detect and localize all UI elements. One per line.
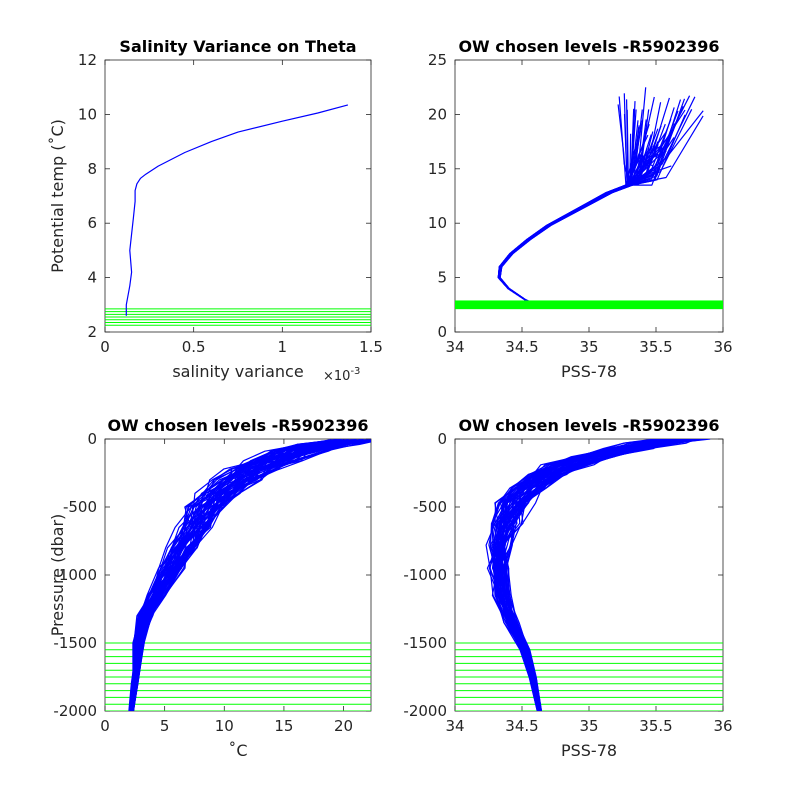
y-tick-label: 8 <box>87 160 97 178</box>
x-tick-label: 34.5 <box>505 338 538 356</box>
salinity-profile <box>489 439 670 711</box>
plot-area <box>105 104 371 326</box>
y-tick-label: 12 <box>78 51 97 69</box>
chart-title: Salinity Variance on Theta <box>119 37 356 56</box>
x-tick-label: 35.5 <box>639 338 672 356</box>
x-tick-label: 34 <box>445 717 464 735</box>
x-tick-label: 15 <box>274 717 293 735</box>
y-tick-label: 0 <box>437 430 447 448</box>
chart-sal-var: 0 0.5 1 1.5 2 4 6 8 10 12 Salinity Variance on The… <box>48 37 383 384</box>
chart-sal-pres: 34 34.5 35 35.5 36 -2000 -1500 -1000 -500 0 OW cho… <box>403 416 732 760</box>
plot-area <box>455 439 723 711</box>
temperature-profile <box>131 439 370 711</box>
x-axis-label: PSS-78 <box>561 362 617 381</box>
y-axis-label: Pressure (dbar) <box>48 514 67 637</box>
x-exponent-label: ×10-3 <box>323 366 360 384</box>
y-tick-label: -500 <box>413 498 447 516</box>
temperature-profile <box>129 439 337 711</box>
y-tick-label: 15 <box>428 160 447 178</box>
y-tick-label: 10 <box>78 105 97 123</box>
salinity-profile <box>496 439 672 711</box>
y-tick-label: 25 <box>428 51 447 69</box>
x-exponent-power: -3 <box>350 366 360 377</box>
salinity-profile <box>494 439 675 711</box>
x-tick-label: 20 <box>334 717 353 735</box>
y-tick-label: -1000 <box>403 566 447 584</box>
y-tick-label: 4 <box>87 269 97 287</box>
x-axis-label: salinity variance <box>172 362 303 381</box>
y-tick-label: 5 <box>437 269 447 287</box>
x-tick-label: 35.5 <box>639 717 672 735</box>
chart-title: OW chosen levels -R5902396 <box>107 416 368 435</box>
y-tick-label: 6 <box>87 214 97 232</box>
x-tick-label: 34 <box>445 338 464 356</box>
y-tick-label: -500 <box>63 498 97 516</box>
temperature-profile <box>132 440 371 711</box>
theta-salinity-profile <box>498 133 632 309</box>
x-tick-label: 36 <box>713 338 732 356</box>
x-tick-label: 10 <box>215 717 234 735</box>
y-tick-label: -1500 <box>403 634 447 652</box>
x-tick-label: 34.5 <box>505 717 538 735</box>
x-exponent-base: ×10 <box>323 369 350 384</box>
x-tick-label: 36 <box>713 717 732 735</box>
x-tick-label: 35 <box>579 717 598 735</box>
chart-temp-pres: 0 5 10 15 20 -2000 -1500 -1000 -500 0 OW chosen le… <box>48 416 372 760</box>
x-tick-label: 35 <box>579 338 598 356</box>
x-tick-label: 1 <box>278 338 288 356</box>
salinity-profile <box>493 439 688 711</box>
plot-area <box>455 87 723 310</box>
chart-title: OW chosen levels -R5902396 <box>458 37 719 56</box>
temperature-profile <box>130 439 361 711</box>
axes-frame <box>454 59 724 333</box>
y-axis-label: Potential temp (˚C) <box>48 119 67 273</box>
y-tick-label: 20 <box>428 105 447 123</box>
x-tick-label: 1.5 <box>359 338 383 356</box>
axes-frame <box>104 59 372 333</box>
variance-line <box>125 104 349 316</box>
x-tick-label: 0.5 <box>182 338 206 356</box>
plot-area <box>105 439 371 711</box>
x-tick-label: 5 <box>160 717 170 735</box>
temperature-profile <box>129 439 341 711</box>
salinity-profile <box>499 439 711 711</box>
y-tick-label: -2000 <box>53 702 97 720</box>
x-tick-label: 0 <box>100 338 110 356</box>
temperature-profile <box>131 439 355 711</box>
chart-title: OW chosen levels -R5902396 <box>458 416 719 435</box>
x-axis-label: ˚C <box>228 741 247 760</box>
y-tick-label: -2000 <box>403 702 447 720</box>
y-tick-label: 2 <box>87 323 97 341</box>
chart-theta-sal: 34 34.5 35 35.5 36 0 5 10 15 20 25 OW chosen levels… <box>428 37 733 381</box>
y-tick-label: 0 <box>87 430 97 448</box>
y-tick-label: 0 <box>437 323 447 341</box>
x-tick-label: 0 <box>100 717 110 735</box>
chosen-level-band <box>455 300 723 310</box>
x-axis-label: PSS-78 <box>561 741 617 760</box>
y-tick-label: -1000 <box>53 566 97 584</box>
y-tick-label: 10 <box>428 214 447 232</box>
y-tick-label: -1500 <box>53 634 97 652</box>
